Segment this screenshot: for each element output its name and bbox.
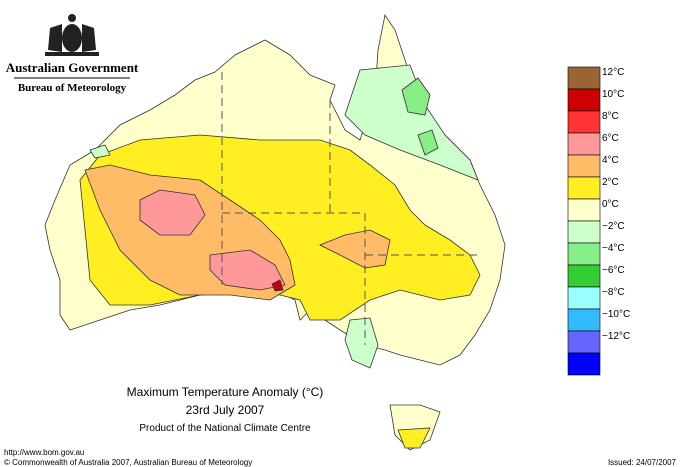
- legend-swatch: [567, 110, 601, 134]
- legend: 12°C 10°C 8°C 6°C 4°C 2°C 0°C −2°C −4°C −6°C −8°C −…: [567, 66, 630, 376]
- url: http://www.bom.gov.au: [4, 448, 84, 457]
- issued: Issued: 24/07/2007: [608, 458, 677, 467]
- legend-label: 8°C: [602, 111, 619, 122]
- anomaly-region: [417, 129, 439, 156]
- legend-label: 12°C: [602, 67, 624, 78]
- anomaly-region: [397, 427, 431, 449]
- anomaly-region: [139, 189, 206, 236]
- legend-swatch: [567, 264, 601, 288]
- map-date: 23rd July 2007: [186, 403, 265, 417]
- agency-name: Australian Government: [6, 60, 139, 75]
- map-product: Product of the National Climate Centre: [139, 423, 311, 434]
- legend-label: 2°C: [602, 177, 619, 188]
- copyright: © Commonwealth of Australia 2007, Austra…: [4, 458, 252, 467]
- legend-swatch: [567, 220, 601, 244]
- legend-swatch: [567, 198, 601, 222]
- legend-label: 4°C: [602, 155, 619, 166]
- legend-label: −8°C: [602, 287, 625, 298]
- australia-map: [44, 13, 506, 451]
- legend-label: 0°C: [602, 199, 619, 210]
- state-borders: [221, 72, 480, 345]
- coat-of-arms: [45, 14, 99, 56]
- legend-swatch: [567, 330, 601, 354]
- anomaly-region: [209, 249, 286, 291]
- legend-swatch: [567, 286, 601, 310]
- anomaly-region: [89, 144, 111, 159]
- map-title: Maximum Temperature Anomaly (°C): [127, 385, 324, 399]
- legend-swatch: [567, 132, 601, 156]
- anomaly-region: [344, 317, 379, 369]
- legend-swatch: [567, 352, 601, 376]
- legend-label: −10°C: [602, 309, 630, 320]
- legend-label: −6°C: [602, 265, 625, 276]
- anomaly-region: [401, 77, 431, 116]
- bureau-name: Bureau of Meteorology: [18, 82, 127, 94]
- legend-swatch: [567, 88, 601, 112]
- legend-swatch: [567, 66, 601, 90]
- legend-label: −2°C: [602, 221, 625, 232]
- legend-swatch: [567, 242, 601, 266]
- legend-label: 6°C: [602, 133, 619, 144]
- legend-label: −12°C: [602, 331, 630, 342]
- legend-swatch: [567, 176, 601, 200]
- anomaly-region: [271, 279, 284, 292]
- anomaly-region: [319, 229, 391, 269]
- legend-label: −4°C: [602, 243, 625, 254]
- legend-swatch: [567, 308, 601, 332]
- legend-label: 10°C: [602, 89, 624, 100]
- legend-swatch: [567, 154, 601, 178]
